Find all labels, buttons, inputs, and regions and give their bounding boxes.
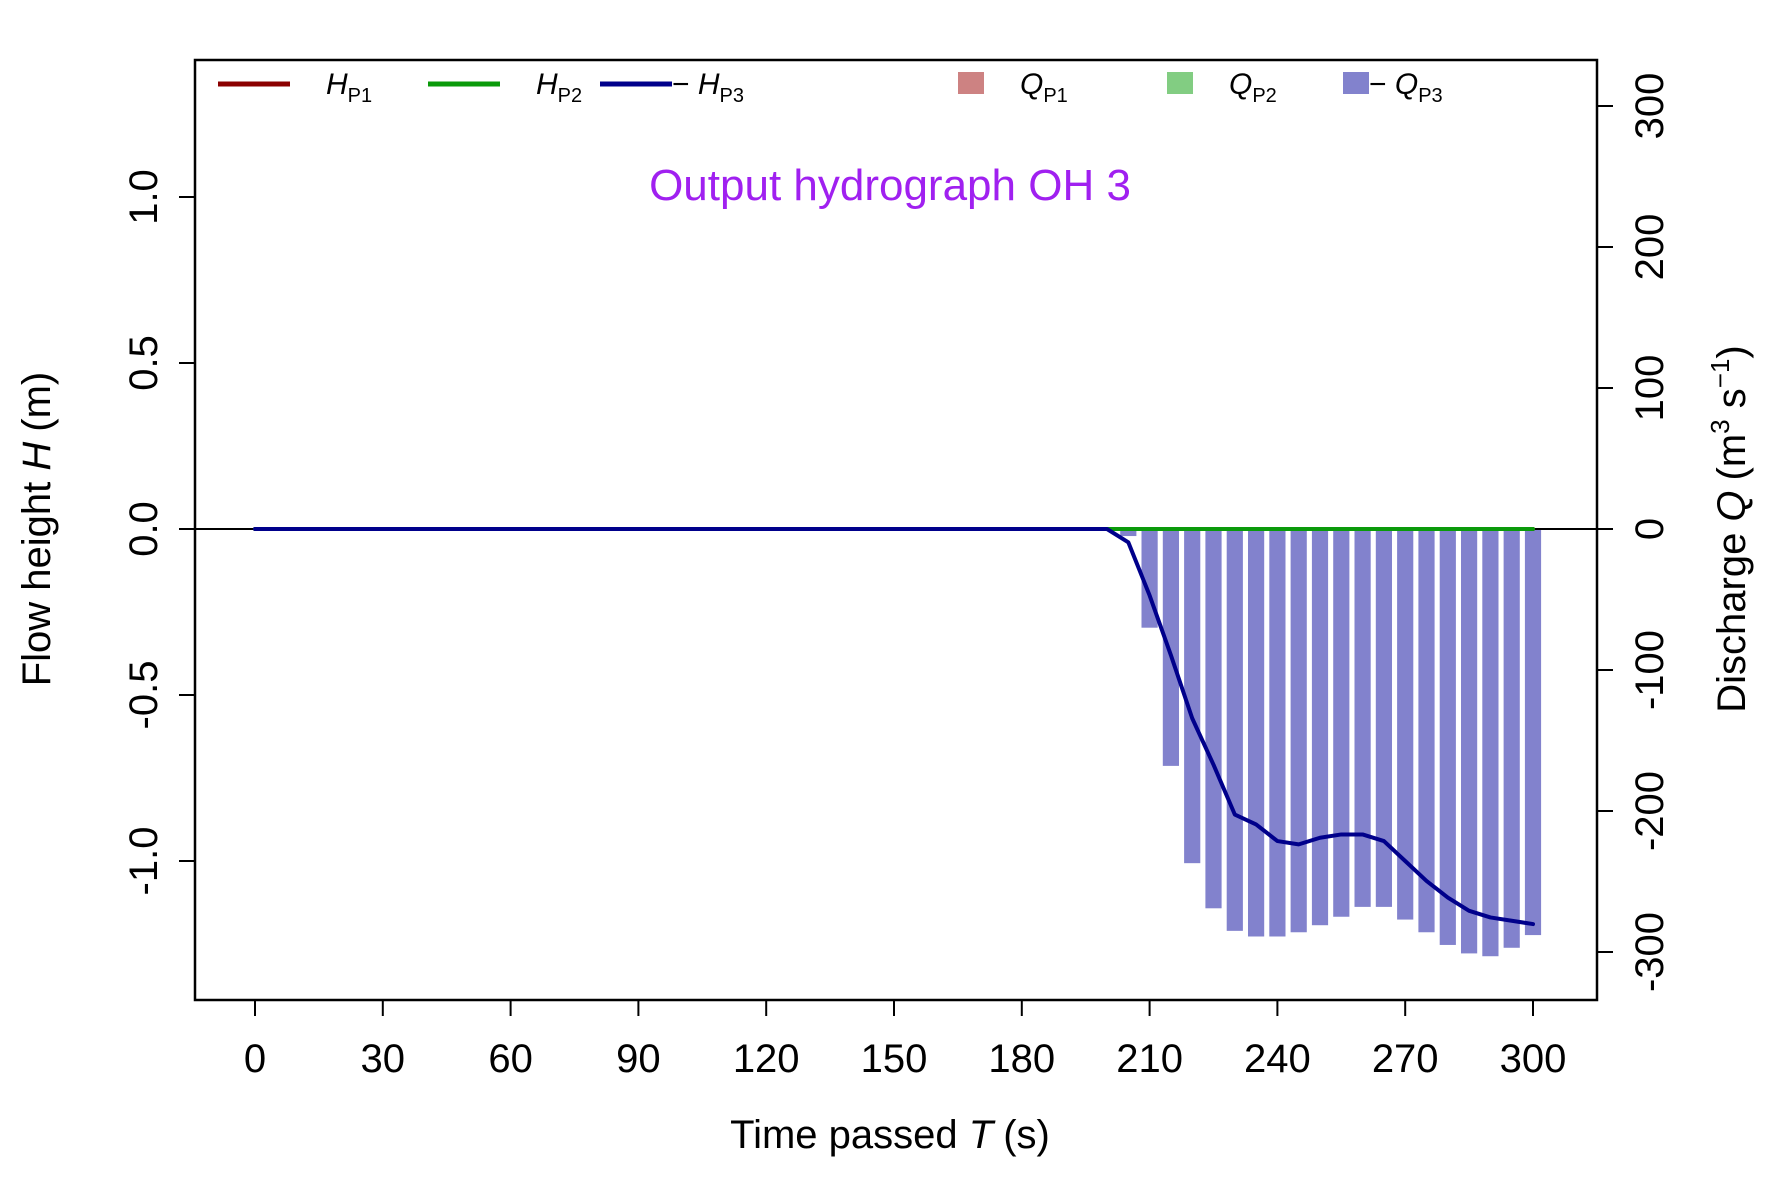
y-left-title-prefix: Flow height (15, 471, 59, 687)
bar--Q_P3-205 (1120, 529, 1137, 537)
bar--Q_P3-280 (1439, 529, 1456, 945)
legend-label-sub: P2 (558, 85, 582, 107)
y-right-tick-label-300: 300 (1628, 73, 1672, 140)
y-right-tick-label--200: -200 (1628, 771, 1672, 851)
y-left-tick-label--1: -1.0 (122, 827, 166, 896)
x-tick-label-210: 210 (1116, 1037, 1183, 1081)
y-left-tick-label-0: 0.0 (122, 501, 166, 557)
bar--Q_P3-300 (1524, 529, 1542, 936)
bar--Q_P3-265 (1375, 529, 1392, 907)
y-right-title-symbol: Q (1710, 490, 1754, 521)
x-axis-title-unit: (s) (1003, 1113, 1050, 1157)
x-tick-label-0: 0 (244, 1037, 266, 1081)
y-axis-left-title: Flow height H (m) (15, 372, 59, 687)
legend-label: − QP3 (1369, 68, 1443, 107)
y-right-tick-label--100: -100 (1628, 630, 1672, 710)
legend-label-prefix: − (1369, 68, 1395, 101)
legend-label-sub: P2 (1252, 85, 1276, 107)
y-right-title-end: ) (1710, 345, 1754, 358)
legend-item-line-HP1: HP1 (218, 68, 372, 107)
legend-label-sub: P1 (348, 85, 372, 107)
bar--Q_P3-235 (1248, 529, 1265, 937)
legend-box-swatch (1167, 72, 1193, 94)
y-right-title-unit: (m (1710, 434, 1754, 481)
y-right-tick-label-200: 200 (1628, 214, 1672, 281)
y-right-tick-label--300: -300 (1628, 912, 1672, 992)
x-tick-label-300: 300 (1500, 1037, 1567, 1081)
x-tick-label-150: 150 (861, 1037, 928, 1081)
y-right-tick-label-100: 100 (1628, 355, 1672, 422)
legend-item-box-QP2: QP2 (1167, 68, 1277, 107)
bar--Q_P3-230 (1226, 529, 1243, 931)
legend-label-symbol: Q (1020, 68, 1043, 101)
y-right-title-prefix: Discharge (1710, 522, 1754, 713)
x-axis-title-prefix: Time passed (730, 1113, 969, 1157)
y-right-title-sup1: 3 (1705, 419, 1735, 433)
bar--Q_P3-295 (1503, 529, 1520, 948)
x-tick-label-30: 30 (361, 1037, 406, 1081)
legend-label: HP1 (326, 68, 372, 107)
x-tick-label-90: 90 (616, 1037, 661, 1081)
y-right-title-mid: s (1710, 388, 1754, 419)
bar--Q_P3-255 (1333, 529, 1350, 917)
x-axis-title: Time passed T (s) (730, 1113, 1050, 1157)
y-left-tick-label-1: 1.0 (122, 169, 166, 225)
bar--Q_P3-225 (1205, 529, 1222, 909)
legend-label-symbol: H (536, 68, 558, 101)
y-axis-right: 300 200 100 0 -100 -200 -300 (1597, 73, 1672, 992)
y-left-tick-label-0.5: 0.5 (122, 335, 166, 391)
legend-label: HP2 (536, 68, 582, 107)
legend-item-box-QP1: QP1 (958, 68, 1068, 107)
discharge-bars (1120, 529, 1542, 957)
legend-item-line-HP3: − HP3 (600, 68, 744, 107)
y-axis-left: 1.0 0.5 0.0 -0.5 -1.0 (122, 169, 195, 895)
x-axis-title-symbol: T (969, 1113, 996, 1157)
bar--Q_P3-250 (1311, 529, 1329, 926)
line--H_P3 (253, 527, 1535, 927)
bar--Q_P3-290 (1482, 529, 1499, 957)
legend-label-symbol: H (326, 68, 348, 101)
bar--Q_P3-260 (1354, 529, 1371, 907)
legend: HP1 HP2− HP3 QP1 QP2− QP3 (218, 68, 1443, 107)
y-left-tick-label--0.5: -0.5 (122, 661, 166, 730)
x-axis: 0 30 60 90 120 150 180 210 240 270 300 (244, 1000, 1567, 1081)
bar--Q_P3-285 (1461, 529, 1478, 954)
y-left-title-unit: (m) (15, 372, 59, 432)
y-right-tick-label-0: 0 (1628, 518, 1672, 540)
legend-label-prefix: − (672, 68, 698, 101)
legend-label-symbol: Q (1395, 68, 1418, 101)
flow-height-lines (253, 527, 1535, 927)
y-left-title-symbol: H (15, 442, 59, 471)
bar--Q_P3-270 (1397, 529, 1414, 920)
x-tick-label-270: 270 (1372, 1037, 1439, 1081)
x-tick-label-180: 180 (988, 1037, 1055, 1081)
bar--Q_P3-275 (1418, 529, 1435, 933)
legend-label-sub: P1 (1043, 85, 1067, 107)
x-tick-label-120: 120 (733, 1037, 800, 1081)
legend-box-swatch (958, 72, 984, 94)
legend-label: QP2 (1229, 68, 1277, 107)
x-tick-label-240: 240 (1244, 1037, 1311, 1081)
legend-label: − HP3 (672, 68, 744, 107)
bar--Q_P3-245 (1290, 529, 1307, 933)
legend-item-box-QP3: − QP3 (1343, 68, 1443, 107)
legend-box-swatch (1343, 72, 1369, 94)
legend-label: QP1 (1020, 68, 1068, 107)
legend-label-symbol: H (698, 68, 720, 101)
legend-item-line-HP2: HP2 (428, 68, 582, 107)
y-axis-right-title: Discharge Q (m3 s−1) (1705, 345, 1754, 713)
legend-label-sub: P3 (720, 85, 744, 107)
bar--Q_P3-215 (1162, 529, 1179, 766)
legend-label-sub: P3 (1418, 85, 1442, 107)
x-tick-label-60: 60 (488, 1037, 533, 1081)
y-right-title-sup2: −1 (1705, 359, 1735, 389)
bar--Q_P3-240 (1269, 529, 1286, 937)
chart-title: Output hydrograph OH 3 (649, 161, 1131, 210)
bar--Q_P3-220 (1184, 529, 1201, 864)
legend-label-symbol: Q (1229, 68, 1252, 101)
